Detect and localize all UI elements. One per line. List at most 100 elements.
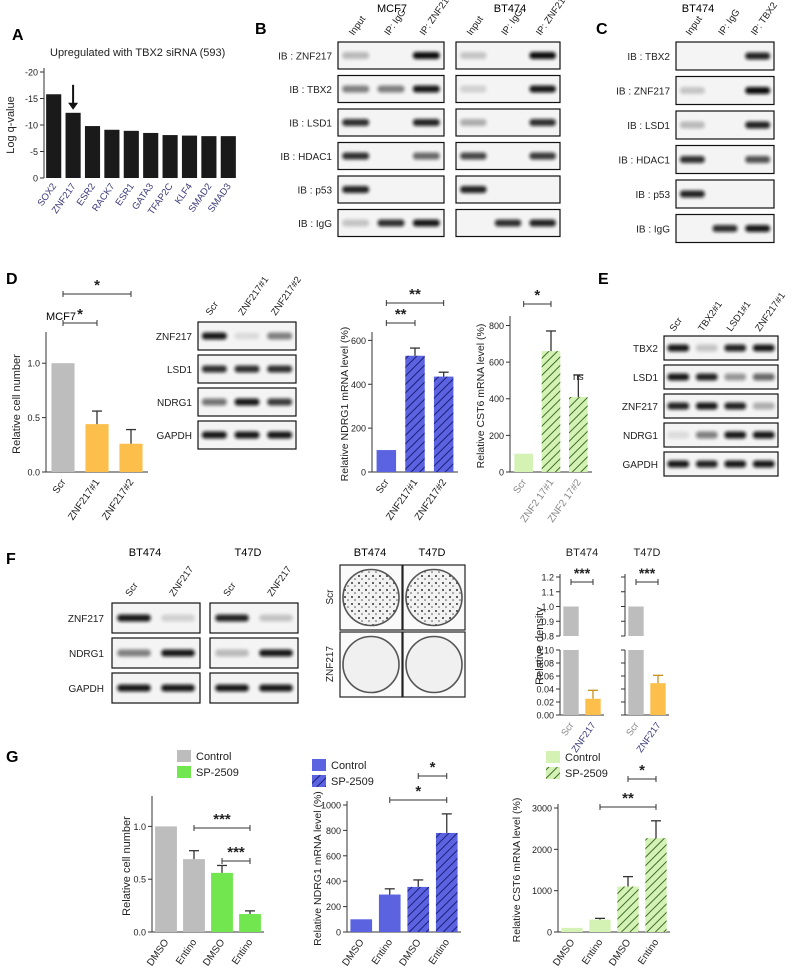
panel-e-blot-band: [724, 460, 747, 468]
chart-G2-y-label: Relative NDRG1 mRNA level (%): [312, 791, 324, 946]
chart-G3-legend-label-control: Control: [565, 752, 600, 764]
panel-e-blot-band: [667, 431, 690, 439]
chart-F1-category-label: Scr: [559, 720, 576, 738]
panel-d-blot-row-label: LSD1: [167, 365, 192, 376]
panel-b-mcf7-row-label: IB : p53: [298, 186, 333, 197]
panel-e-blot-band: [724, 373, 747, 381]
panel-f-bt474-blot-band: [117, 684, 151, 692]
chart-G3-ytick-label: 1000: [532, 886, 552, 896]
chart-G1-significance: ***: [227, 844, 245, 861]
panel-b-cell-mcf7: MCF7: [377, 3, 407, 15]
chart-G3-legend-swatch-control: [546, 751, 560, 763]
chart-D3-significance: ns: [573, 372, 584, 383]
chart-G1-bar: [211, 872, 233, 932]
chart-F1-bar: [563, 650, 579, 715]
chart-A-bar: [201, 136, 217, 178]
panel-d-blot-band: [267, 398, 293, 406]
panel-label-g: G: [6, 749, 18, 766]
panel-f-cell-t47d-blot: T47D: [235, 547, 262, 559]
chart-G3-ytick-label: 0: [547, 928, 552, 938]
panel-c-band: [679, 156, 705, 163]
panel-f-bt474-blot-row-label: NDRG1: [69, 649, 104, 660]
chart-D1-bar: [51, 363, 75, 472]
chart-D2-ytick-label: 400: [351, 380, 366, 390]
chart-A-bar: [65, 112, 81, 178]
chart-G2-ytick-label: 800: [326, 826, 341, 836]
chart-G2-category-label: DMSO: [397, 937, 423, 968]
chart-G1-ytick-label: 0.0: [133, 928, 146, 938]
chart-G1-legend-swatch-control: [177, 750, 191, 762]
panel-e-blot-band: [724, 402, 747, 410]
chart-D2-ytick-label: 200: [351, 424, 366, 434]
panel-d-blot-band: [201, 398, 227, 406]
chart-A-bar: [143, 132, 159, 178]
chart-F1-significance: ***: [574, 565, 591, 581]
chart-G3-category-label: Entino: [636, 937, 662, 967]
colony-row-label: ZNF217: [325, 646, 336, 683]
panel-c-band: [745, 52, 771, 60]
chart-G2-legend-label-control: Control: [331, 760, 366, 772]
chart-F2-title: T47D: [634, 547, 661, 559]
panel-f-cell-bt474-blot: BT474: [129, 547, 161, 559]
panel-b-mcf7-band: [342, 85, 370, 93]
panel-b-mcf7-band: [377, 219, 405, 227]
panel-d-blot-row-label: ZNF217: [156, 332, 193, 343]
panel-d-blot-lane-label: ZNF217#1: [236, 275, 271, 318]
chart-D2-ytick-label: 600: [351, 336, 366, 346]
panel-e-blot-lane-label: Scr: [668, 316, 685, 334]
panel-f-bt474-blot-band: [117, 649, 151, 657]
panel-b-bt474-band: [529, 152, 556, 160]
panel-b-bt474-band: [529, 85, 556, 93]
chart-A-bar: [46, 94, 62, 178]
chart-G3-bar: [617, 886, 639, 932]
panel-e-blot-band: [724, 344, 747, 352]
chart-G1-y-label: Relative cell number: [121, 816, 133, 916]
panel-b-bt474-lane-label: IP: ZNF217: [534, 0, 571, 38]
panel-d-blot-band: [201, 332, 227, 340]
chart-G2-legend-swatch-control: [312, 759, 326, 771]
chart-F1-ytick-label: 0.8: [541, 632, 554, 642]
chart-G3-y-label: Relative CST6 mRNA level (%): [511, 798, 523, 943]
chart-G1-bar: [155, 826, 177, 932]
panel-b-mcf7-band: [342, 219, 370, 227]
panel-f-t47d-blot-band: [215, 684, 249, 692]
panel-b-mcf7-band: [342, 119, 370, 126]
chart-D1-bar: [85, 424, 109, 472]
chart-F2-category-label: Scr: [624, 720, 641, 738]
panel-d-blot-band: [234, 365, 260, 373]
panel-f-cell-t47d-colony: T47D: [419, 547, 446, 559]
panel-b-bt474-band: [529, 219, 556, 227]
chart-A-y-label: Log q-value: [5, 96, 17, 154]
chart-D1-ytick-label: 0.0: [27, 468, 40, 478]
panel-e-blot-band: [752, 344, 775, 352]
chart-A-ytick-label: -5: [30, 147, 38, 157]
chart-G2-category-label: DMSO: [340, 937, 366, 968]
panel-f-t47d-blot-band: [215, 649, 249, 657]
panel-b-bt474-band: [529, 119, 556, 126]
panel-label-b: B: [255, 21, 267, 38]
panel-e-blot-band: [752, 431, 775, 439]
chart-G2-ytick-label: 600: [326, 851, 341, 861]
panel-f-t47d-blot-lane-label: ZNF217: [265, 564, 294, 598]
chart-G2-ytick-label: 1000: [321, 801, 341, 811]
chart-F2-bar: [628, 650, 644, 715]
colony-row-label: Scr: [325, 589, 336, 605]
colony-plate-dense: [405, 568, 463, 627]
panel-b-mcf7-row-label: IB : TBX2: [289, 85, 332, 96]
panel-b-bt474-band: [460, 152, 487, 160]
chart-D2-bar: [376, 450, 397, 472]
chart-F1-ytick-label: 0.00: [536, 711, 554, 721]
chart-G3-bar: [589, 919, 611, 932]
panel-d-blot-lane-label: ZNF217#2: [269, 275, 304, 318]
chart-D1-bar: [119, 443, 143, 472]
chart-D3-y-label: Relative CST6 mRNA level (%): [475, 324, 487, 469]
chart-F1-bar: [585, 698, 601, 715]
panel-b-mcf7-band: [412, 152, 440, 160]
panel-b-mcf7-band: [412, 85, 440, 93]
chart-F1-ytick-label: 1.2: [541, 573, 554, 583]
panel-b-bt474-lane-label: Input: [465, 14, 486, 38]
panel-b-bt474-band: [529, 52, 556, 59]
chart-D2-bar: [433, 376, 454, 472]
chart-D1-significance: *: [77, 306, 83, 323]
